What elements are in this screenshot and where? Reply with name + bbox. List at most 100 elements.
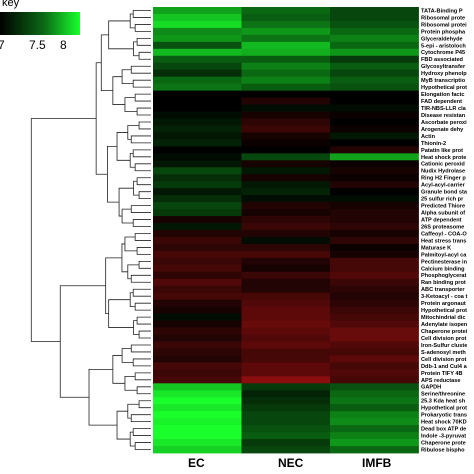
heatmap-cell (330, 285, 419, 294)
heatmap-cell (330, 362, 419, 370)
heatmap-cell (330, 383, 419, 391)
heatmap-cell (330, 13, 419, 22)
dendrogram-branch (129, 292, 136, 308)
heatmap-cell (241, 174, 331, 182)
heatmap-cell (241, 425, 331, 433)
heatmap-cell (241, 181, 331, 189)
heatmap-cell (330, 348, 419, 356)
column-label-ec: EC (188, 456, 205, 470)
row-label: Protein TIFY 4B (421, 371, 463, 377)
heatmap-cell (330, 439, 419, 447)
dendrogram-branch (132, 288, 151, 297)
row-label: Protein phospha (421, 29, 466, 35)
dendrogram-branch (132, 358, 151, 367)
heatmap-cell (153, 160, 242, 168)
row-label: Adenylate isopen (421, 322, 468, 328)
heatmap-cell (153, 111, 242, 119)
dendrogram-branch (121, 208, 134, 224)
heatmap-cell (241, 383, 331, 391)
heatmap-cell (153, 174, 242, 182)
heatmap-cell (330, 404, 419, 412)
dendrogram-branch (129, 431, 136, 447)
row-label: Hypothetical prot (421, 308, 467, 314)
heatmap-cell (330, 174, 419, 182)
heatmap-cell (153, 341, 242, 349)
heatmap-cell (153, 236, 242, 245)
dendrogram-branch (121, 69, 134, 85)
heatmap-cell (153, 264, 242, 273)
dendrogram-branch (100, 34, 113, 92)
heatmap-cell (330, 327, 419, 335)
heatmap-cell (241, 153, 331, 161)
row-label: Ddb-1 and Cul4 a (421, 364, 468, 370)
heatmap-cell (241, 97, 331, 105)
heatmap-cell (241, 62, 331, 71)
heatmap-cell (153, 167, 242, 175)
row-label: Palmitoyl-acyl ca (421, 252, 467, 258)
row-label: Glycosyltransfer (421, 64, 466, 70)
heatmap-cell (241, 446, 331, 454)
heatmap-cell (153, 278, 242, 287)
dendrogram-branch (129, 13, 136, 29)
heatmap-cell (153, 439, 242, 447)
heatmap-cell (241, 250, 331, 259)
heatmap-cell (241, 369, 331, 377)
heatmap-cell (330, 334, 419, 342)
heatmap-cell (153, 118, 242, 126)
dendrogram-branch (132, 149, 151, 158)
heatmap-cell (153, 97, 242, 105)
heatmap-cell (153, 69, 242, 78)
row-label: Hypothetical prot (421, 406, 467, 412)
row-label: Nudix Hydrolase (421, 169, 465, 175)
row-label: GAPDH (421, 385, 441, 391)
dendrogram-branch (134, 93, 151, 102)
column-label-nec: NEC (278, 456, 304, 470)
heatmap-cell (241, 271, 331, 280)
heatmap-cell (330, 230, 419, 238)
color-key-title: key (2, 0, 20, 9)
row-label: Acyl-acyl-carrier (421, 183, 466, 189)
heatmap-cell (153, 390, 242, 398)
row-label: Heat shock prote (421, 155, 466, 161)
dendrogram-branch (132, 219, 151, 227)
heatmap-cell (241, 362, 331, 370)
heatmap-cell (330, 111, 419, 119)
heatmap-cell (241, 236, 331, 245)
heatmap-cell (330, 369, 419, 377)
row-label: Ribulose bispho (421, 447, 465, 453)
heatmap-cell (153, 376, 242, 384)
heatmap-cell (330, 181, 419, 189)
row-label: Actin (421, 134, 436, 140)
row-label: Cell division prot (421, 357, 467, 363)
row-label: Pectinesterase in (421, 259, 468, 265)
heatmap-cell (330, 355, 419, 363)
heatmap-cell (330, 48, 419, 57)
row-label: ABC transporter (421, 287, 465, 293)
heatmap-cell (153, 369, 242, 377)
heatmap-cell (153, 404, 242, 412)
heatmap-cell (330, 243, 419, 252)
row-label: Serine/threonine (421, 392, 465, 398)
heatmap-cell (241, 355, 331, 363)
heatmap-cell (330, 83, 419, 92)
heatmap-cell (153, 418, 242, 426)
heatmap-cell (330, 20, 419, 29)
heatmap-cell (330, 97, 419, 105)
heatmap-cell (153, 223, 242, 231)
heatmap-cell (241, 320, 331, 328)
heatmap-cell (153, 188, 242, 196)
row-label: Maturase K (421, 245, 451, 251)
heatmap-cell (241, 83, 331, 92)
heatmap-cell (330, 264, 419, 273)
heatmap-cell (241, 48, 331, 57)
heatmap-cell (153, 411, 242, 419)
heatmap-cell (153, 48, 242, 57)
heatmap-cell (330, 132, 419, 140)
heatmap-cell (330, 216, 419, 224)
heatmap-cell (330, 202, 419, 210)
heatmap-cell (153, 383, 242, 391)
heatmap-cell (241, 13, 331, 22)
heatmap-cell (153, 104, 242, 112)
